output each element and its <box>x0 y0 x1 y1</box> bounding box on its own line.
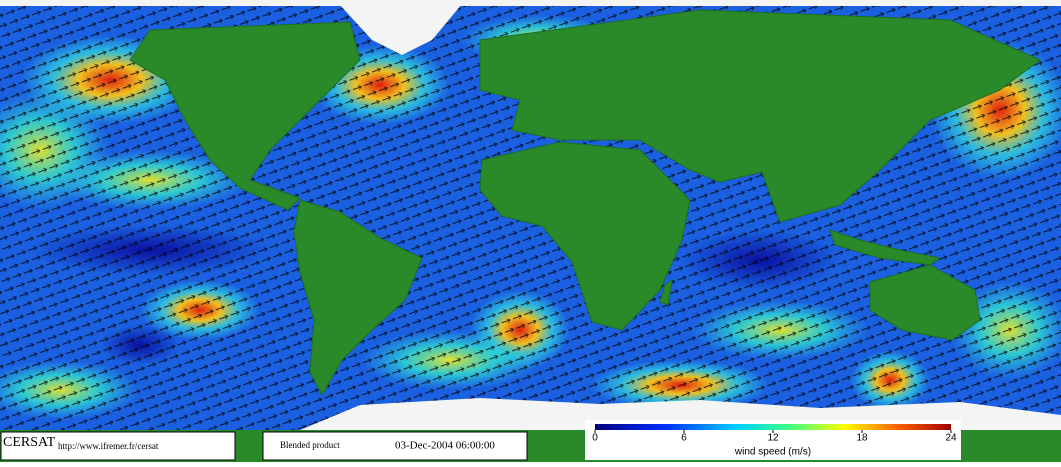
south-america <box>293 199 423 397</box>
timestamp: 03-Dec-2004 06:00:00 <box>395 440 495 452</box>
australia <box>869 264 981 341</box>
colorbar <box>595 424 951 430</box>
land <box>129 9 1041 397</box>
colorbar-tick-label: 0 <box>592 433 598 444</box>
colorbar-tick-label: 18 <box>856 433 868 444</box>
credit-box <box>0 431 236 461</box>
colorbar-tick-label: 24 <box>945 433 957 444</box>
africa <box>479 141 691 331</box>
arctic <box>0 0 1061 6</box>
logo: CERSAT <box>3 435 56 450</box>
url: http://www.ifremer.fr/cersat <box>58 441 159 451</box>
madagascar <box>659 278 673 306</box>
product-box <box>262 431 528 461</box>
colorbar-tick-label: 12 <box>767 433 779 444</box>
eurasia <box>479 9 1041 223</box>
colorbar-label: wind speed (m/s) <box>734 447 811 458</box>
colorbar-tick-label: 6 <box>681 433 687 444</box>
indonesia <box>829 229 942 266</box>
greenland <box>340 4 462 55</box>
product: Blended product <box>280 440 340 450</box>
north-america <box>129 21 361 211</box>
